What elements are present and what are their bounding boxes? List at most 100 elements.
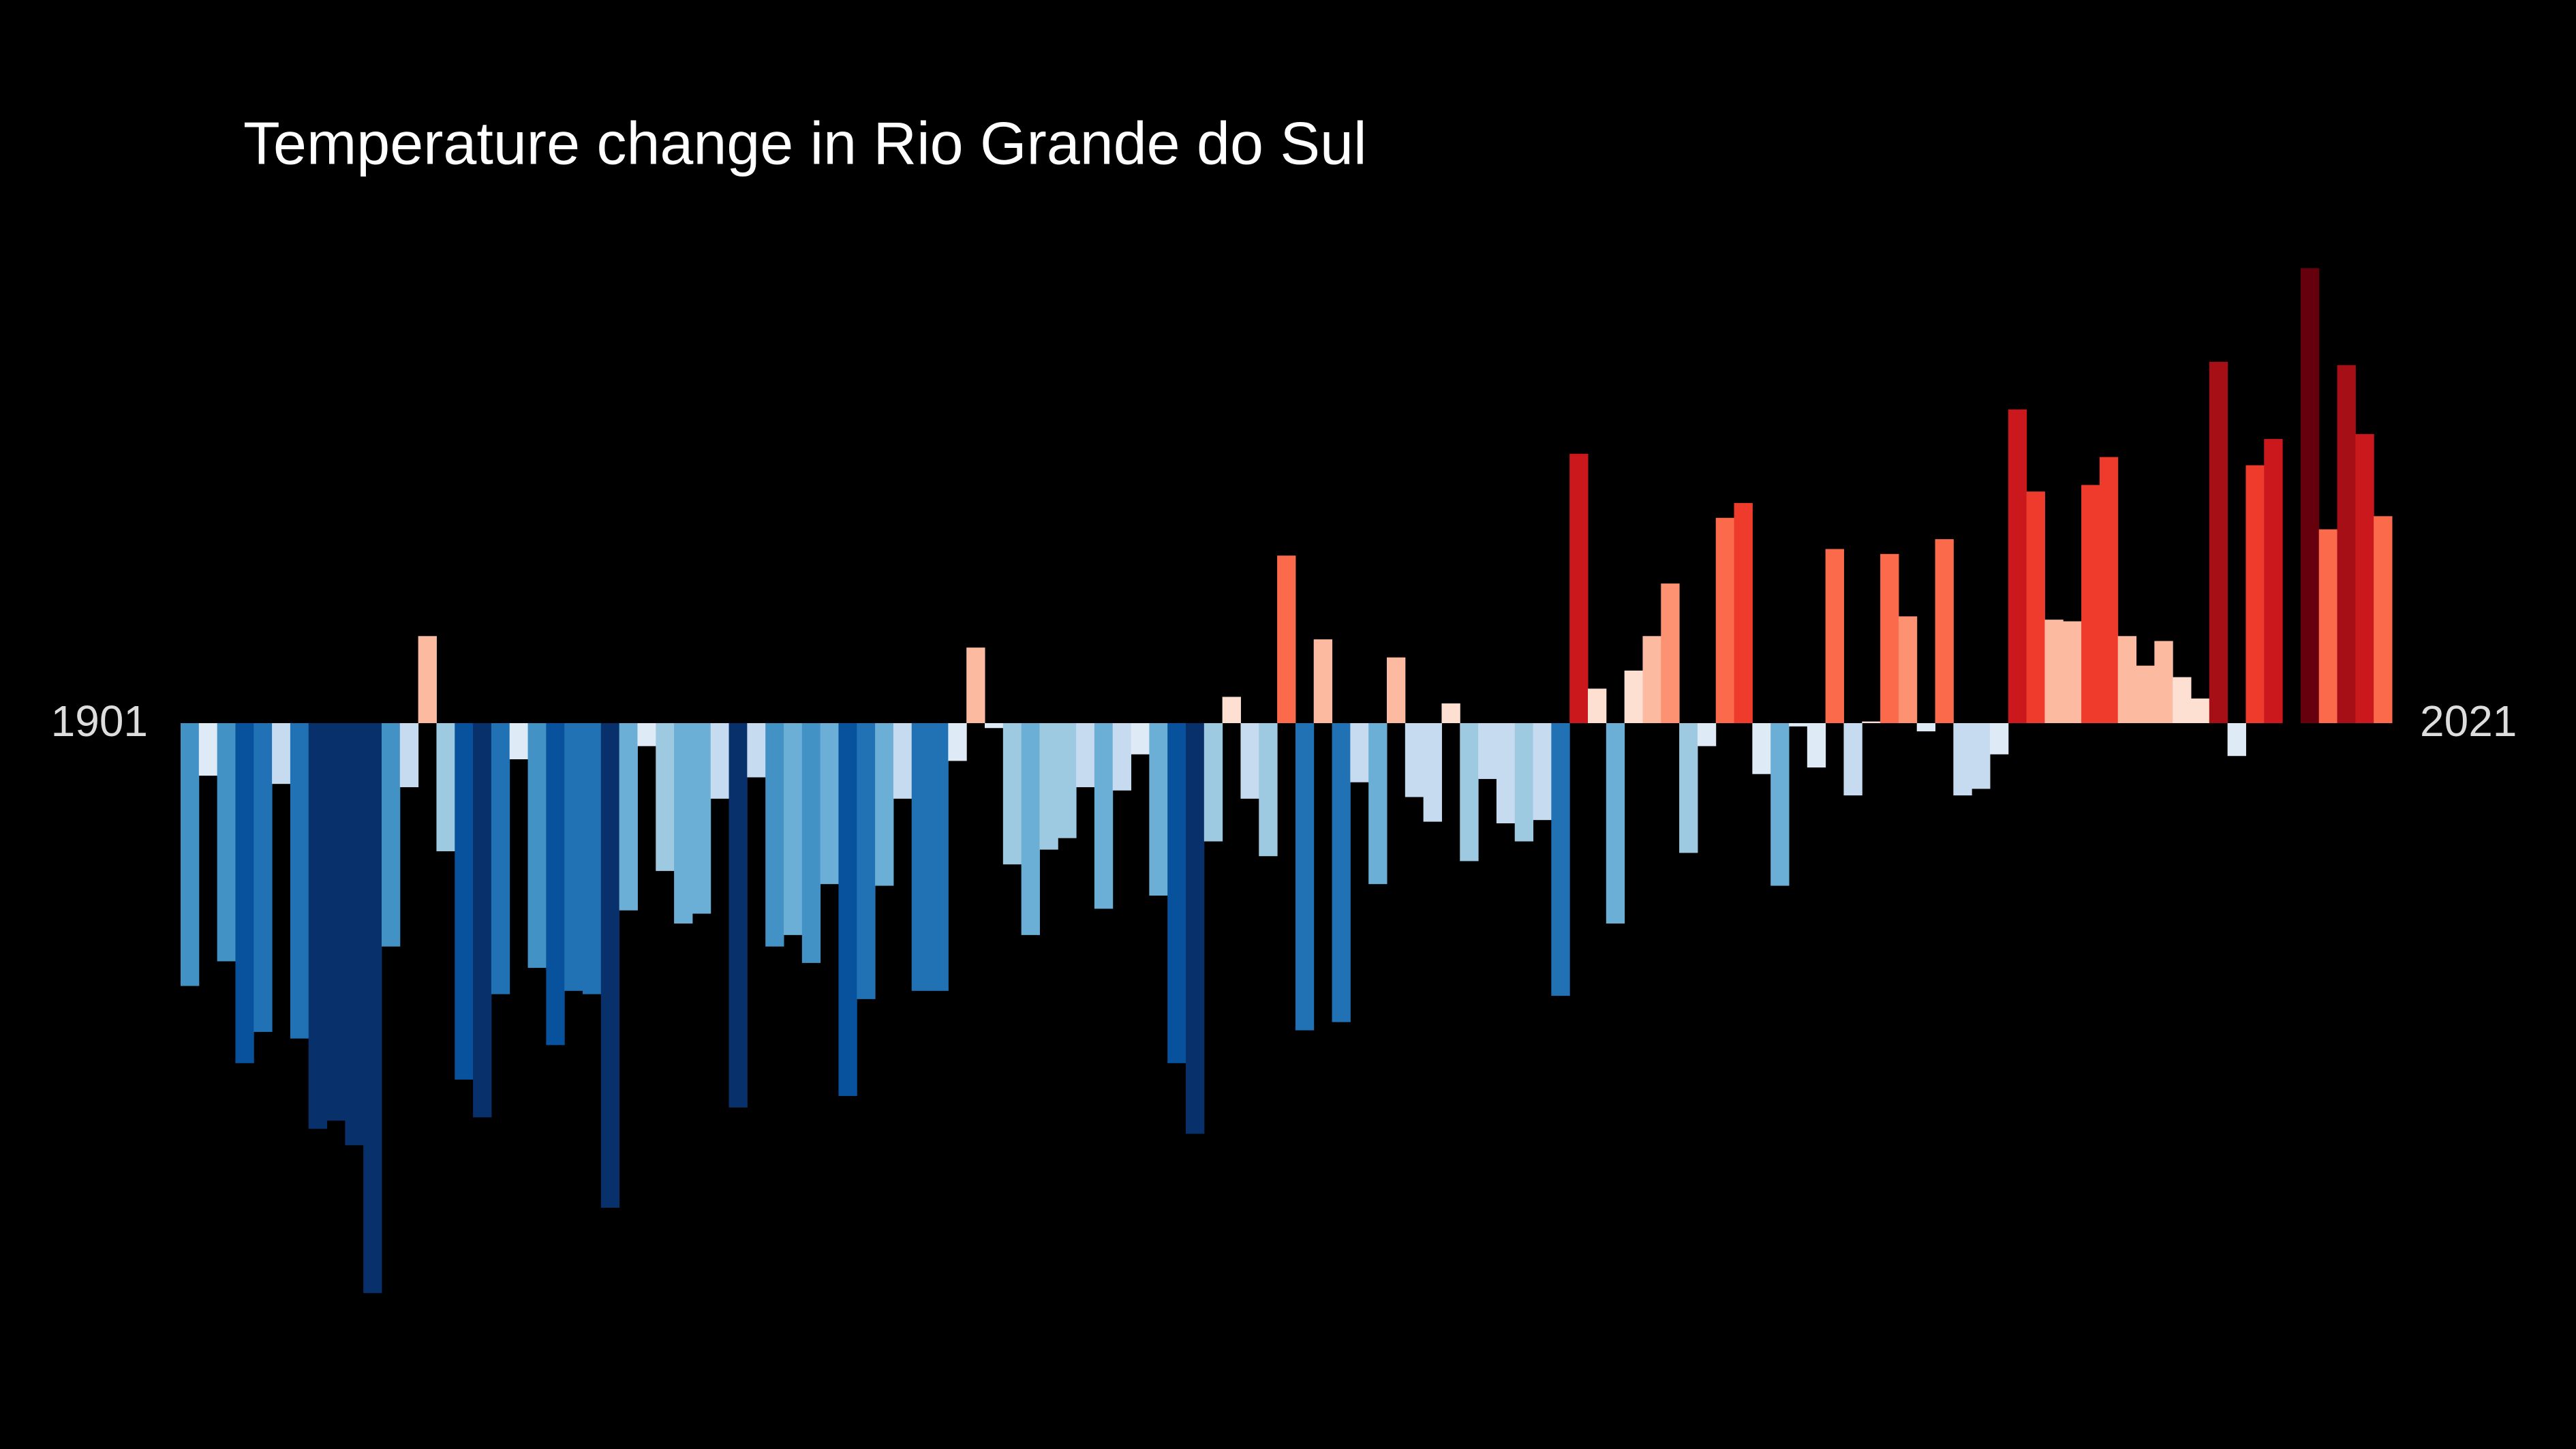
bar — [2136, 665, 2155, 723]
bar — [1789, 723, 1808, 727]
start-year-label: 1901 — [51, 697, 148, 746]
bar — [893, 723, 913, 799]
bar — [1916, 723, 1936, 732]
bar — [1606, 723, 1625, 924]
bar — [710, 723, 730, 799]
bar — [2227, 723, 2246, 757]
bar — [363, 723, 382, 1294]
bar — [2300, 268, 2320, 723]
bar — [1533, 723, 1552, 821]
bar — [1222, 697, 1241, 723]
bar — [600, 723, 620, 1208]
bar — [674, 723, 693, 924]
bar — [1094, 723, 1114, 909]
bar — [1021, 723, 1040, 935]
bar — [436, 723, 455, 851]
bar — [1825, 549, 1844, 723]
bar — [801, 723, 821, 963]
bar — [930, 723, 949, 991]
bar — [1935, 539, 1954, 723]
bar — [1624, 670, 1643, 723]
bar — [382, 723, 401, 947]
bar — [1661, 583, 1680, 723]
bar — [1131, 723, 1150, 754]
bar — [656, 723, 675, 871]
bar — [1898, 616, 1918, 723]
bar — [1313, 639, 1333, 723]
bar — [619, 723, 638, 911]
bar — [1186, 723, 1205, 1134]
bar — [1953, 723, 1972, 796]
bar — [509, 723, 529, 760]
bar — [583, 723, 602, 994]
bar — [235, 723, 254, 1063]
bar — [1496, 723, 1516, 824]
bar — [692, 723, 711, 914]
bar — [2337, 365, 2356, 723]
bar — [1350, 723, 1369, 782]
bar — [2008, 409, 2027, 723]
bar — [1880, 553, 1899, 723]
bar — [491, 723, 510, 994]
bar — [1002, 723, 1022, 865]
bar — [1149, 723, 1168, 896]
bar — [1460, 723, 1479, 861]
bar — [326, 723, 346, 1121]
bar — [2245, 465, 2265, 723]
bar — [1039, 723, 1058, 850]
bar — [564, 723, 583, 991]
bar — [1862, 721, 1881, 723]
bar — [985, 723, 1004, 729]
bar — [857, 723, 876, 999]
bar — [1441, 703, 1460, 723]
bar — [1569, 453, 1589, 723]
bar — [1770, 723, 1790, 886]
bar — [418, 636, 437, 723]
bar — [1514, 723, 1534, 842]
bar — [473, 723, 492, 1118]
bar — [2355, 433, 2374, 723]
bar — [1642, 636, 1661, 723]
bar — [747, 723, 766, 778]
bar — [1277, 555, 1296, 723]
bar — [948, 723, 967, 761]
bar — [2264, 439, 2283, 723]
bar — [1734, 503, 1753, 723]
bar — [1332, 723, 1351, 1022]
bar — [966, 647, 985, 723]
bar — [2026, 491, 2045, 723]
bar — [2374, 516, 2393, 723]
bar — [455, 723, 474, 1080]
bar — [2318, 529, 2338, 723]
bar — [546, 723, 565, 1046]
bar — [784, 723, 803, 935]
bar — [1990, 723, 2009, 754]
bar — [198, 723, 218, 776]
bar — [1203, 723, 1223, 842]
bar — [181, 723, 200, 986]
bar — [2209, 361, 2228, 723]
bar — [399, 723, 419, 787]
bar — [1076, 723, 1095, 787]
bar — [1679, 723, 1698, 853]
bar — [1387, 657, 1406, 723]
bar — [272, 723, 291, 784]
bar — [1405, 723, 1424, 797]
bar — [1058, 723, 1077, 838]
bar — [2154, 641, 2173, 723]
bar — [1112, 723, 1132, 791]
bar — [729, 723, 748, 1108]
bar — [820, 723, 839, 885]
bar — [217, 723, 236, 962]
bar — [1551, 723, 1570, 996]
chart-title: Temperature change in Rio Grande do Sul — [243, 109, 1367, 177]
bar — [1368, 723, 1387, 885]
bar — [875, 723, 894, 886]
bar — [911, 723, 931, 991]
bar — [2173, 677, 2192, 723]
bar — [765, 723, 784, 947]
bar — [1807, 723, 1826, 768]
bar — [2099, 457, 2119, 723]
